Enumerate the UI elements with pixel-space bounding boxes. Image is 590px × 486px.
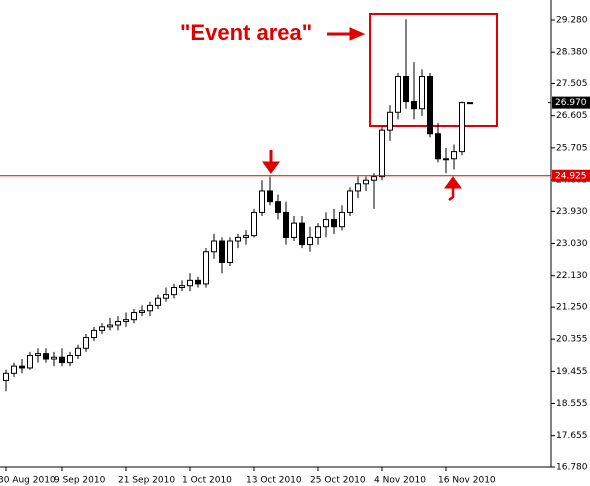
x-tick-label: 1 Oct 2010 — [182, 476, 232, 486]
candle-body — [11, 365, 17, 374]
y-tick-label: 19.455 — [556, 367, 588, 377]
candle-body — [435, 133, 441, 160]
candle-body — [347, 190, 353, 213]
candle-body — [227, 240, 233, 263]
x-tick-label: 9 Sep 2010 — [54, 476, 106, 486]
y-tick-label: 27.505 — [556, 79, 588, 89]
candle-body — [83, 337, 89, 349]
candle-body — [115, 320, 121, 326]
y-tick-label: 22.130 — [556, 271, 588, 281]
y-tick-label: 29.280 — [556, 16, 588, 26]
candle-body — [123, 319, 129, 322]
candle-body — [179, 285, 185, 288]
candle-body — [299, 222, 305, 246]
y-tick-label: 25.705 — [556, 143, 588, 153]
y-tick-label: 21.250 — [556, 303, 588, 313]
up-arrow — [444, 176, 462, 201]
candle-body — [371, 176, 377, 181]
candle-body — [67, 354, 73, 364]
x-tick-label: 4 Nov 2010 — [374, 476, 426, 486]
y-tick-label: 26.605 — [556, 111, 588, 121]
candle-body — [259, 190, 265, 213]
candle-body — [267, 190, 273, 203]
last-price-label: 26.970 — [555, 98, 587, 108]
annotation: "Event area" — [180, 20, 312, 45]
candle-body — [363, 179, 369, 185]
annotation-arrow — [327, 27, 366, 41]
candle-body — [419, 76, 425, 110]
x-tick-label: 13 Oct 2010 — [246, 476, 302, 486]
candle-body — [43, 353, 49, 360]
candle-body — [27, 354, 33, 369]
candle-body — [395, 76, 401, 113]
candle-body — [131, 312, 137, 321]
candle-body — [19, 365, 25, 369]
candle-body — [315, 226, 321, 238]
candle-body — [387, 111, 393, 131]
candle-body — [99, 326, 105, 331]
candle-body — [147, 304, 153, 312]
y-tick-label: 20.355 — [556, 335, 588, 345]
candle-body — [411, 101, 417, 110]
candle-body — [243, 235, 249, 238]
candle-body — [451, 151, 457, 160]
candle-body — [155, 297, 161, 306]
candle-body — [251, 211, 257, 237]
candle-body — [331, 219, 337, 228]
candle-body — [467, 102, 473, 105]
y-tick-label: 28.380 — [556, 48, 588, 58]
candle-body — [323, 219, 329, 228]
candle-body — [283, 211, 289, 238]
y-tick-label: 18.555 — [556, 399, 588, 409]
x-tick-label: 30 Aug 2010 — [0, 476, 56, 486]
candle-body — [379, 129, 385, 178]
y-tick-label: 23.030 — [556, 239, 588, 249]
candle-body — [427, 76, 433, 135]
candle-body — [235, 236, 241, 242]
down-arrow — [262, 150, 280, 174]
candle-body — [291, 222, 297, 238]
x-tick-label: 16 Nov 2010 — [438, 476, 496, 486]
candle-body — [163, 294, 169, 299]
candle-body — [355, 183, 361, 192]
candle-body — [91, 329, 97, 339]
candle-body — [307, 236, 313, 246]
candle-body — [75, 347, 81, 356]
candle-body — [275, 201, 281, 213]
candle-body — [195, 279, 201, 285]
candle-body — [203, 251, 209, 285]
candle-body — [403, 76, 409, 103]
y-tick-label: 16.780 — [556, 463, 588, 473]
candle-body — [35, 353, 41, 356]
candle-body — [139, 310, 145, 314]
candle-body — [211, 240, 217, 253]
y-tick-label: 23.930 — [556, 207, 588, 217]
candle-body — [339, 211, 345, 228]
candle-body — [3, 372, 9, 381]
candle-body — [459, 102, 465, 153]
y-tick-label: 17.655 — [556, 431, 588, 441]
event-box — [369, 13, 498, 127]
candle-body — [59, 356, 65, 364]
last-price-box — [552, 96, 590, 109]
level-label: 24.925 — [555, 171, 587, 181]
candle-body — [171, 286, 177, 296]
candle-body — [51, 356, 57, 360]
candle-body — [219, 240, 225, 263]
candle-body — [187, 279, 193, 287]
candle-body — [443, 158, 449, 161]
candle-body — [107, 324, 113, 328]
level-label-box — [552, 169, 590, 182]
x-tick-label: 25 Oct 2010 — [310, 476, 366, 486]
x-tick-label: 21 Sep 2010 — [118, 476, 175, 486]
